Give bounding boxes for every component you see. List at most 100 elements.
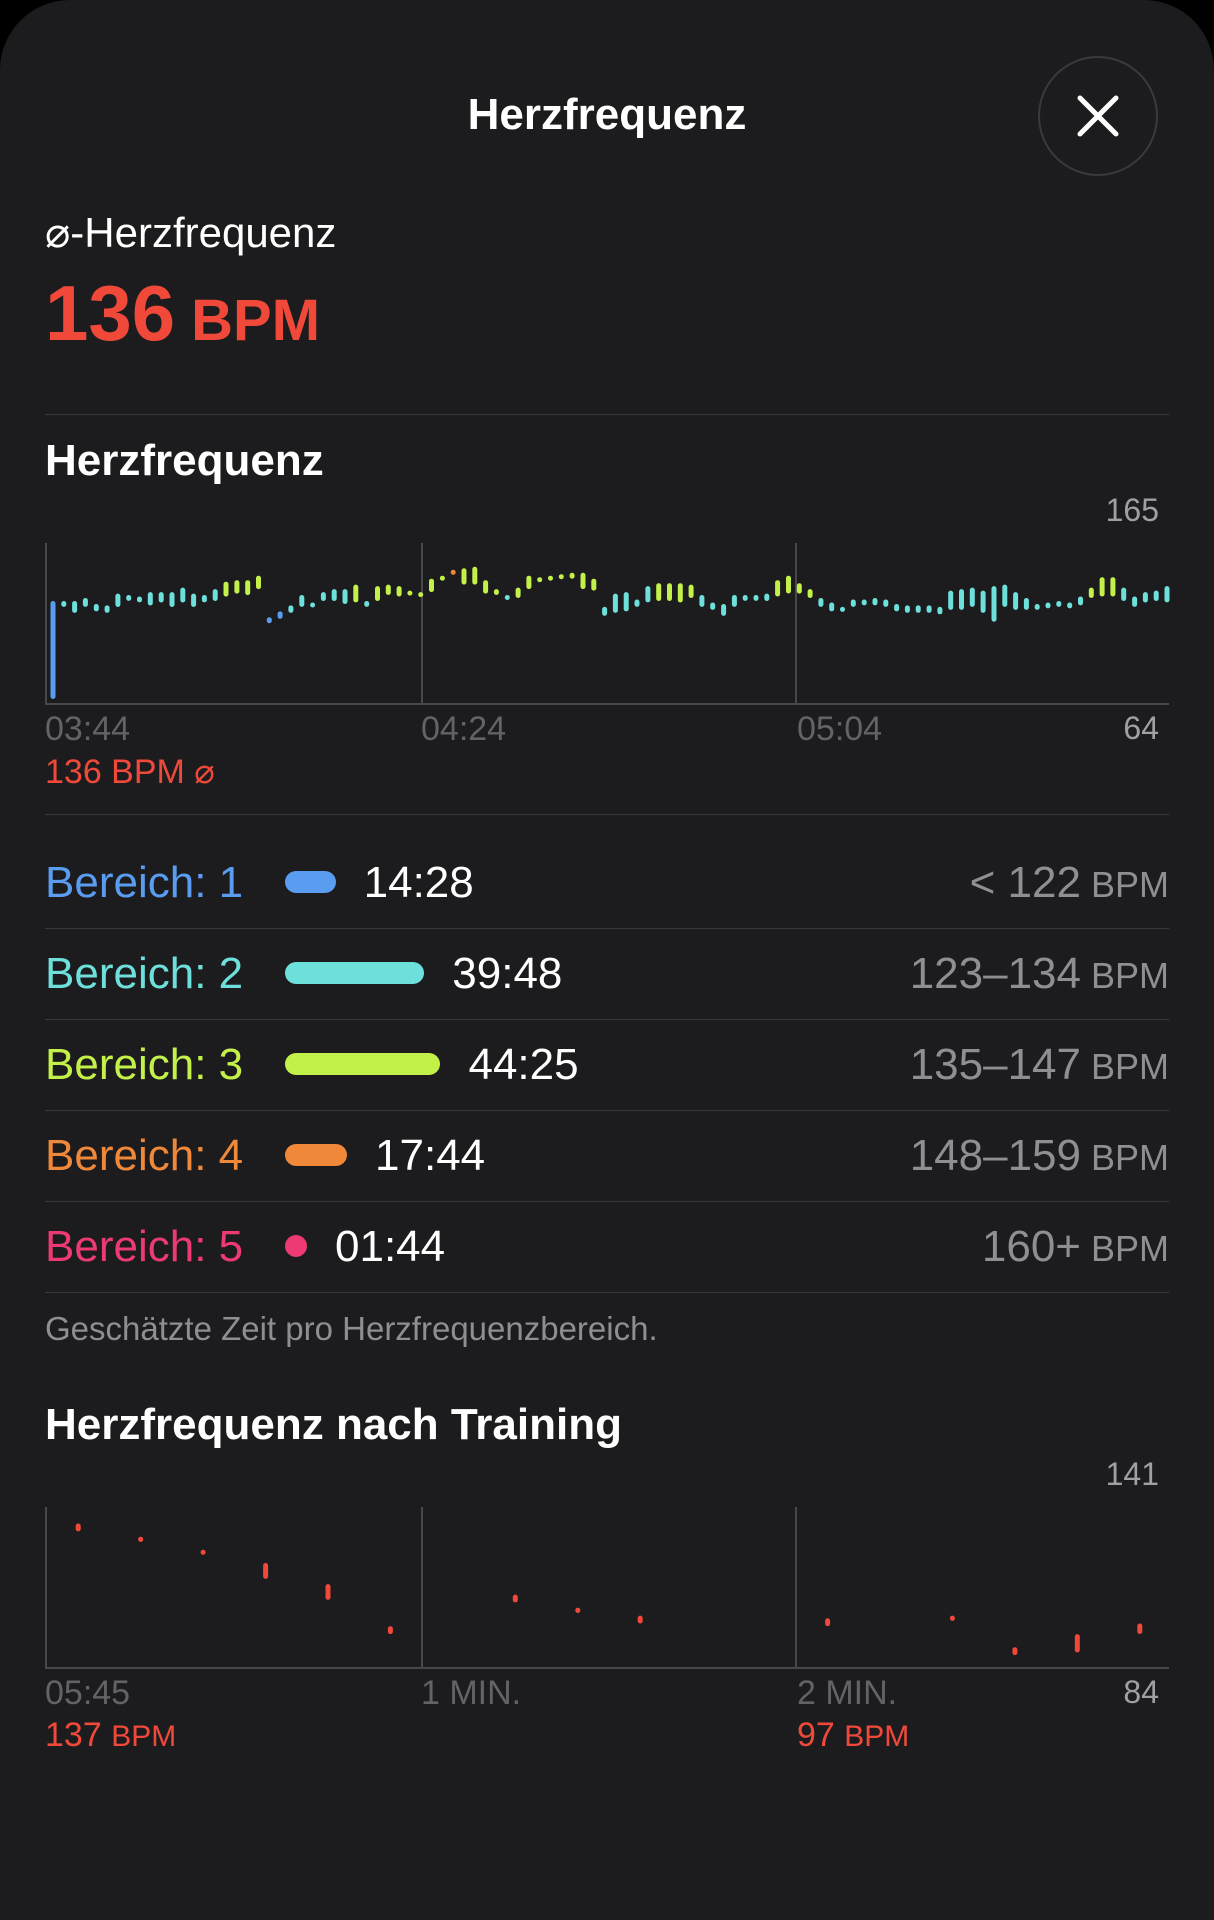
heart-rate-bar <box>1002 584 1008 607</box>
close-button[interactable] <box>1038 56 1158 176</box>
recovery-end-unit: BPM <box>844 1720 910 1753</box>
recovery-end-number: 97 <box>797 1716 835 1754</box>
heart-rate-bar <box>180 587 186 603</box>
zone-label: Bereich: 4 <box>45 1131 244 1180</box>
zone-time: 14:28 <box>363 858 474 907</box>
heart-rate-bar <box>904 605 910 613</box>
heart-rate-bar <box>277 611 283 619</box>
divider <box>45 1019 1169 1020</box>
heart-rate-bar <box>115 593 121 607</box>
divider <box>45 1110 1169 1111</box>
heart-rate-bar <box>948 590 954 610</box>
zone-range: 123–134 BPM <box>910 949 1169 999</box>
heart-rate-bar <box>364 601 370 607</box>
heart-rate-bar <box>1142 592 1148 603</box>
heart-rate-bar <box>537 577 543 583</box>
heart-rate-bar <box>385 584 391 595</box>
heart-rate-bar <box>515 587 521 598</box>
heart-rate-bar <box>699 595 705 607</box>
heart-rate-bar <box>353 584 359 603</box>
heart-rate-bar <box>1013 592 1019 610</box>
heart-rate-bar <box>342 589 348 604</box>
close-icon <box>1077 95 1119 137</box>
zone-row: Bereich: 5 01:44 160+ BPM <box>45 1202 1169 1292</box>
heart-rate-bar <box>200 1549 206 1555</box>
heart-rate-bar <box>1023 598 1029 610</box>
heart-rate-bar <box>387 1626 393 1635</box>
zone-duration-bar <box>285 1235 307 1257</box>
heart-rate-bar <box>72 601 78 613</box>
zone-time: 39:48 <box>452 949 563 998</box>
recovery-chart <box>45 1507 1169 1669</box>
hr-tick-1: 04:24 <box>421 710 507 748</box>
heart-rate-bar <box>796 583 802 594</box>
heart-rate-bar <box>472 566 478 585</box>
heart-rate-bar <box>325 1584 331 1600</box>
heart-rate-bar <box>504 595 510 600</box>
recovery-chart-plot <box>75 1507 1143 1669</box>
heart-rate-bar <box>829 602 835 612</box>
heart-rate-bar <box>786 575 791 594</box>
average-value: 136 BPM <box>45 268 320 359</box>
heart-rate-bar <box>937 606 943 615</box>
heart-rate-bar <box>569 572 575 579</box>
heart-rate-bar <box>1110 577 1116 597</box>
sheet-title: Herzfrequenz <box>467 90 747 139</box>
recovery-axis-max: 141 <box>1105 1456 1159 1492</box>
heart-rate-bar <box>623 592 629 612</box>
heart-rate-bar <box>429 578 434 593</box>
zone-time: 01:44 <box>335 1222 446 1271</box>
recovery-title: Herzfrequenz nach Training <box>45 1400 622 1449</box>
heart-rate-bar <box>1034 604 1040 610</box>
heart-rate-bar <box>493 589 499 595</box>
heart-rate-bar <box>320 592 326 601</box>
heart-rate-bar <box>1121 587 1127 601</box>
recovery-start-value: 137 BPM <box>45 1716 176 1755</box>
heart-rate-bar <box>526 575 532 590</box>
heart-rate-bar <box>1099 577 1105 597</box>
heart-rate-bar <box>137 596 142 603</box>
divider <box>45 814 1169 815</box>
heart-rate-bar <box>915 605 921 613</box>
heart-rate-bar <box>1074 1634 1080 1653</box>
zone-range-unit: BPM <box>1090 955 1169 996</box>
recovery-start-number: 137 <box>45 1716 102 1754</box>
heart-rate-bar <box>991 586 997 622</box>
rec-tick-1: 1 MIN. <box>421 1674 522 1712</box>
heart-rate-bar <box>656 583 662 601</box>
heart-rate-bar <box>104 605 110 613</box>
heart-rate-bar <box>234 580 240 594</box>
heart-rate-bar <box>612 593 618 613</box>
zone-range: < 122 BPM <box>970 858 1169 908</box>
heart-rate-bar <box>840 606 845 612</box>
heart-rate-bar <box>872 598 878 606</box>
heart-rate-bar <box>439 575 445 581</box>
heart-rate-bar <box>126 595 132 601</box>
recovery-end-value: 97 BPM <box>797 1716 909 1755</box>
heart-rate-bar <box>75 1523 81 1532</box>
zone-time: 17:44 <box>375 1131 486 1180</box>
heart-rate-bar <box>645 586 651 603</box>
heart-rate-bar <box>82 598 88 607</box>
hr-average-note: 136 BPM ⌀ <box>45 753 215 791</box>
heart-rate-bar <box>450 569 456 575</box>
zone-range-unit: BPM <box>1090 1046 1169 1087</box>
heart-rate-bar <box>667 583 672 601</box>
heart-rate-bar <box>1153 590 1159 601</box>
heart-rate-bar <box>861 599 867 606</box>
heart-rate-bar <box>212 589 218 601</box>
heart-rate-bar <box>602 606 608 616</box>
heart-rate-bar <box>688 584 694 598</box>
zone-range-value: 148–159 <box>909 1131 1081 1180</box>
zone-row: Bereich: 3 44:25 135–147 BPM <box>45 1020 1169 1110</box>
heart-rate-bar <box>580 572 586 590</box>
heart-rate-bar <box>461 568 467 585</box>
zone-duration-bar <box>285 1144 348 1166</box>
heart-rate-bar <box>158 592 164 603</box>
zone-range-unit: BPM <box>1090 1137 1169 1178</box>
heart-rate-bar <box>764 593 770 601</box>
heart-rate-bar <box>93 604 99 612</box>
heart-rate-chart <box>45 543 1170 705</box>
divider <box>45 1201 1169 1202</box>
heart-rate-bar <box>850 599 856 607</box>
